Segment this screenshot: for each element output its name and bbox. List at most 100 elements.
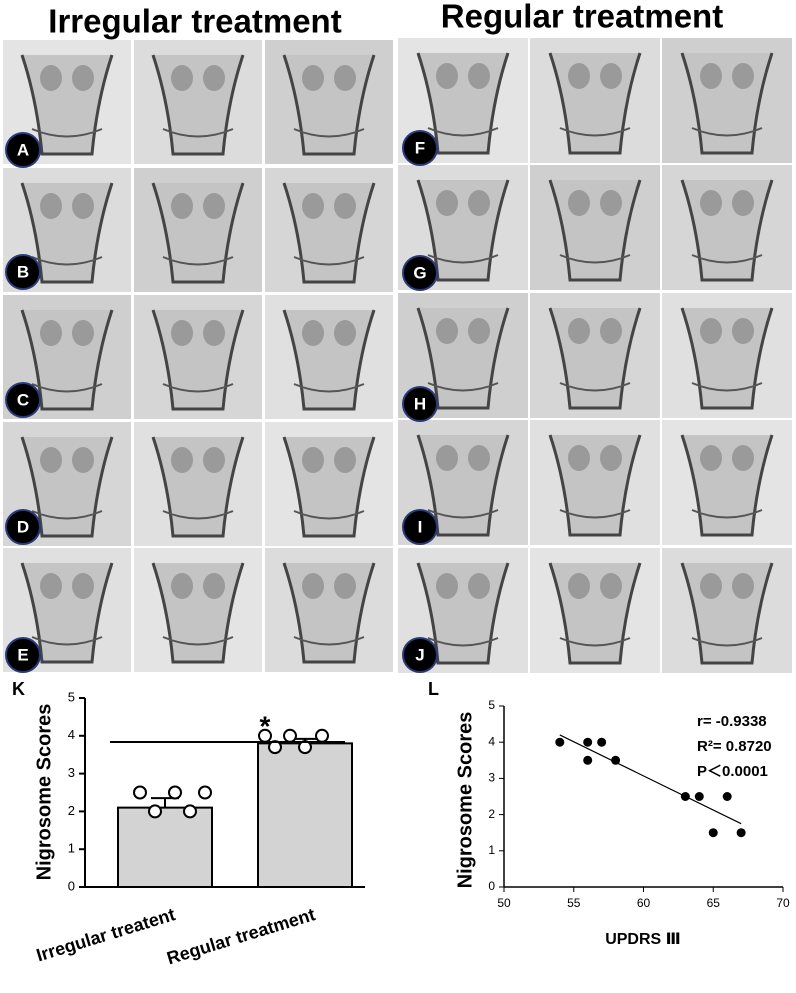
nucleus <box>600 445 622 471</box>
nucleus <box>436 190 458 216</box>
nucleus <box>468 63 490 89</box>
data-point <box>133 785 147 800</box>
left-title: Irregular treatment <box>48 3 341 40</box>
y-tick-label: 3 <box>68 765 75 780</box>
ridge <box>691 509 763 519</box>
panel-letter: D <box>17 517 29 536</box>
ridge <box>162 256 234 266</box>
nucleus <box>171 320 193 346</box>
nucleus <box>302 573 324 599</box>
ridge <box>31 510 103 520</box>
mri-image <box>265 422 393 546</box>
mri-image <box>662 420 792 545</box>
x-axis-label: UPDRS Ⅲ <box>605 931 681 948</box>
nucleus <box>302 65 324 91</box>
mri-image <box>530 420 660 545</box>
x-tick-label: 65 <box>707 896 721 910</box>
ridge <box>427 127 499 137</box>
mri-image <box>398 548 528 673</box>
data-point <box>722 792 732 801</box>
nucleus <box>72 320 94 346</box>
mri-image <box>662 548 792 673</box>
ridge <box>559 254 631 264</box>
nucleus <box>468 190 490 216</box>
mri-image <box>265 295 393 419</box>
ridge <box>427 509 499 519</box>
mri-image <box>662 38 792 163</box>
bar <box>117 806 213 888</box>
ridge <box>31 128 103 138</box>
mri-image <box>530 548 660 673</box>
y-tick-label: 1 <box>488 843 495 857</box>
panel-badge <box>402 255 438 291</box>
data-point <box>198 785 212 800</box>
nucleus <box>468 445 490 471</box>
nucleus <box>171 573 193 599</box>
mri-image <box>530 165 660 290</box>
mri-image <box>134 40 262 164</box>
nucleus <box>600 318 622 344</box>
y-tick-label: 1 <box>68 841 75 856</box>
nucleus <box>568 63 590 89</box>
nucleus <box>302 447 324 473</box>
ridge <box>427 382 499 392</box>
panel-badge <box>402 637 438 673</box>
mri-image <box>398 38 528 163</box>
ridge <box>293 383 365 393</box>
y-tick-label: 5 <box>488 698 495 712</box>
nucleus <box>334 447 356 473</box>
panel-letter: J <box>415 645 424 664</box>
nucleus <box>468 573 490 599</box>
nucleus <box>334 65 356 91</box>
nucleus <box>700 318 722 344</box>
nucleus <box>72 193 94 219</box>
ridge <box>293 510 365 520</box>
ridge <box>559 382 631 392</box>
nucleus <box>700 190 722 216</box>
panel-letter: B <box>17 262 29 281</box>
mri-image <box>134 422 262 546</box>
nucleus <box>40 573 62 599</box>
nucleus <box>171 193 193 219</box>
nucleus <box>203 573 225 599</box>
panel-label: L <box>428 679 439 699</box>
mri-image <box>530 38 660 163</box>
ridge <box>559 509 631 519</box>
ridge <box>31 256 103 266</box>
mri-image <box>134 295 262 419</box>
y-tick-label: 3 <box>488 771 495 785</box>
nucleus <box>436 318 458 344</box>
right-title: Regular treatment <box>441 0 723 35</box>
nucleus <box>72 447 94 473</box>
nucleus <box>334 193 356 219</box>
mri-image <box>265 168 393 292</box>
annotation: P＜0.0001 <box>697 763 768 780</box>
nucleus <box>436 63 458 89</box>
ridge <box>31 383 103 393</box>
nucleus <box>700 445 722 471</box>
ridge <box>162 128 234 138</box>
mri-image <box>530 293 660 418</box>
data-point <box>283 728 297 743</box>
data-point <box>694 792 704 801</box>
data-point <box>597 737 607 747</box>
panel-badge <box>5 509 41 545</box>
ridge <box>559 637 631 647</box>
ridge <box>293 128 365 138</box>
data-point <box>583 755 593 765</box>
ridge <box>559 127 631 137</box>
data-point <box>555 737 565 747</box>
bar <box>257 742 353 888</box>
nucleus <box>72 65 94 91</box>
nucleus <box>600 573 622 599</box>
nucleus <box>334 320 356 346</box>
panel-badge <box>5 254 41 290</box>
ridge <box>293 636 365 646</box>
panel-letter: C <box>17 390 29 409</box>
panel-badge <box>5 637 41 673</box>
data-point <box>708 828 718 838</box>
nucleus <box>732 445 754 471</box>
nucleus <box>40 65 62 91</box>
nucleus <box>732 573 754 599</box>
nucleus <box>732 318 754 344</box>
